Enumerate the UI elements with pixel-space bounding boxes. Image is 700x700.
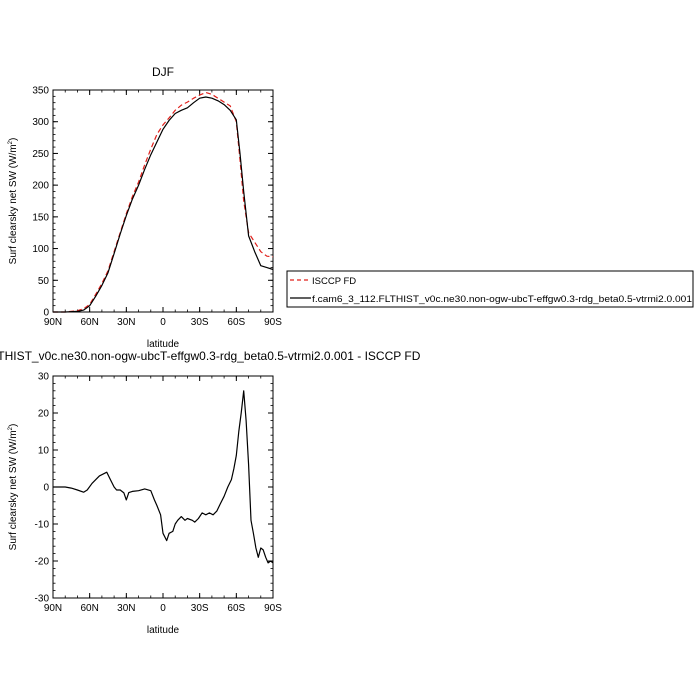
top-y-axis-label-main: Surf clearsky net SW (W/m	[8, 144, 19, 264]
y-tick-label: 150	[32, 212, 49, 223]
x-tick-label: 0	[160, 317, 166, 328]
x-tick-label: 30N	[117, 603, 135, 614]
x-tick-label: 60N	[80, 603, 98, 614]
x-tick-label: 30S	[191, 603, 209, 614]
bottom-y-axis-label-close: )	[8, 424, 19, 427]
y-tick-label: 20	[38, 409, 50, 420]
y-tick-label: 0	[43, 308, 49, 319]
bottom-plot-frame	[52, 375, 274, 599]
x-tick-label: 90N	[44, 317, 62, 328]
bottom-y-ticks: -30 -20 -10 0 10 20 30	[35, 372, 273, 605]
y-tick-label: 0	[43, 483, 49, 494]
bottom-y-axis-label-main: Surf clearsky net SW (W/m	[8, 430, 19, 550]
y-tick-label: -10	[35, 520, 50, 531]
x-tick-label: 90S	[264, 317, 282, 328]
top-series-lines	[53, 91, 274, 313]
x-tick-label: 60S	[227, 603, 245, 614]
legend: ISCCP FD f.cam6_3_112.FLTHIST_v0c.ne30.n…	[286, 270, 694, 308]
top-series-line-1	[53, 96, 274, 313]
bottom-x-axis-label: latitude	[147, 625, 180, 636]
bottom-series-line-0	[53, 390, 274, 564]
y-tick-label: 50	[38, 276, 50, 287]
top-y-ticks: 0 50 100 150 200 250 300 350	[32, 86, 273, 319]
bottom-y-axis-label-sup: 2	[8, 426, 14, 430]
x-tick-label: 60N	[80, 317, 98, 328]
x-tick-label: 30S	[191, 317, 209, 328]
y-tick-label: 10	[38, 446, 50, 457]
y-tick-label: 350	[32, 86, 49, 97]
x-tick-label: 90N	[44, 603, 62, 614]
y-tick-label: 300	[32, 117, 49, 128]
x-tick-label: 0	[160, 603, 166, 614]
top-chart: DJF 0 50 100 150 200 250 300 350 90N 60N 30N 0 30S 6…	[8, 65, 282, 350]
x-tick-label: 60S	[227, 317, 245, 328]
y-tick-label: 200	[32, 181, 49, 192]
bottom-series-lines	[53, 390, 274, 564]
bottom-y-axis-label: Surf clearsky net SW (W/m2)	[8, 424, 19, 551]
bottom-x-ticks: 90N 60N 30N 0 30S 60S 90S	[44, 376, 282, 614]
top-series-line-0	[53, 91, 274, 313]
bottom-chart-title: f.cam6_3_112.FLTHIST_v0c.ne30.non-ogw-ub…	[0, 349, 421, 363]
x-tick-label: 30N	[117, 317, 135, 328]
legend-label-model: f.cam6_3_112.FLTHIST_v0c.ne30.non-ogw-ub…	[312, 294, 692, 305]
top-x-ticks: 90N 60N 30N 0 30S 60S 90S	[44, 90, 282, 328]
top-y-axis-label-sup: 2	[8, 140, 14, 144]
bottom-chart: f.cam6_3_112.FLTHIST_v0c.ne30.non-ogw-ub…	[0, 349, 421, 636]
top-y-axis-label: Surf clearsky net SW (W/m2)	[8, 138, 19, 265]
x-tick-label: 90S	[264, 603, 282, 614]
y-tick-label: -30	[35, 594, 50, 605]
y-tick-label: 100	[32, 244, 49, 255]
y-tick-label: 30	[38, 372, 50, 383]
y-tick-label: 250	[32, 149, 49, 160]
legend-box	[286, 270, 694, 308]
y-tick-label: -20	[35, 557, 50, 568]
legend-label-isccp: ISCCP FD	[312, 276, 356, 287]
top-y-axis-label-close: )	[8, 138, 19, 141]
top-x-axis-label: latitude	[147, 339, 180, 350]
top-plot-frame	[52, 89, 274, 313]
top-chart-title: DJF	[152, 65, 174, 79]
